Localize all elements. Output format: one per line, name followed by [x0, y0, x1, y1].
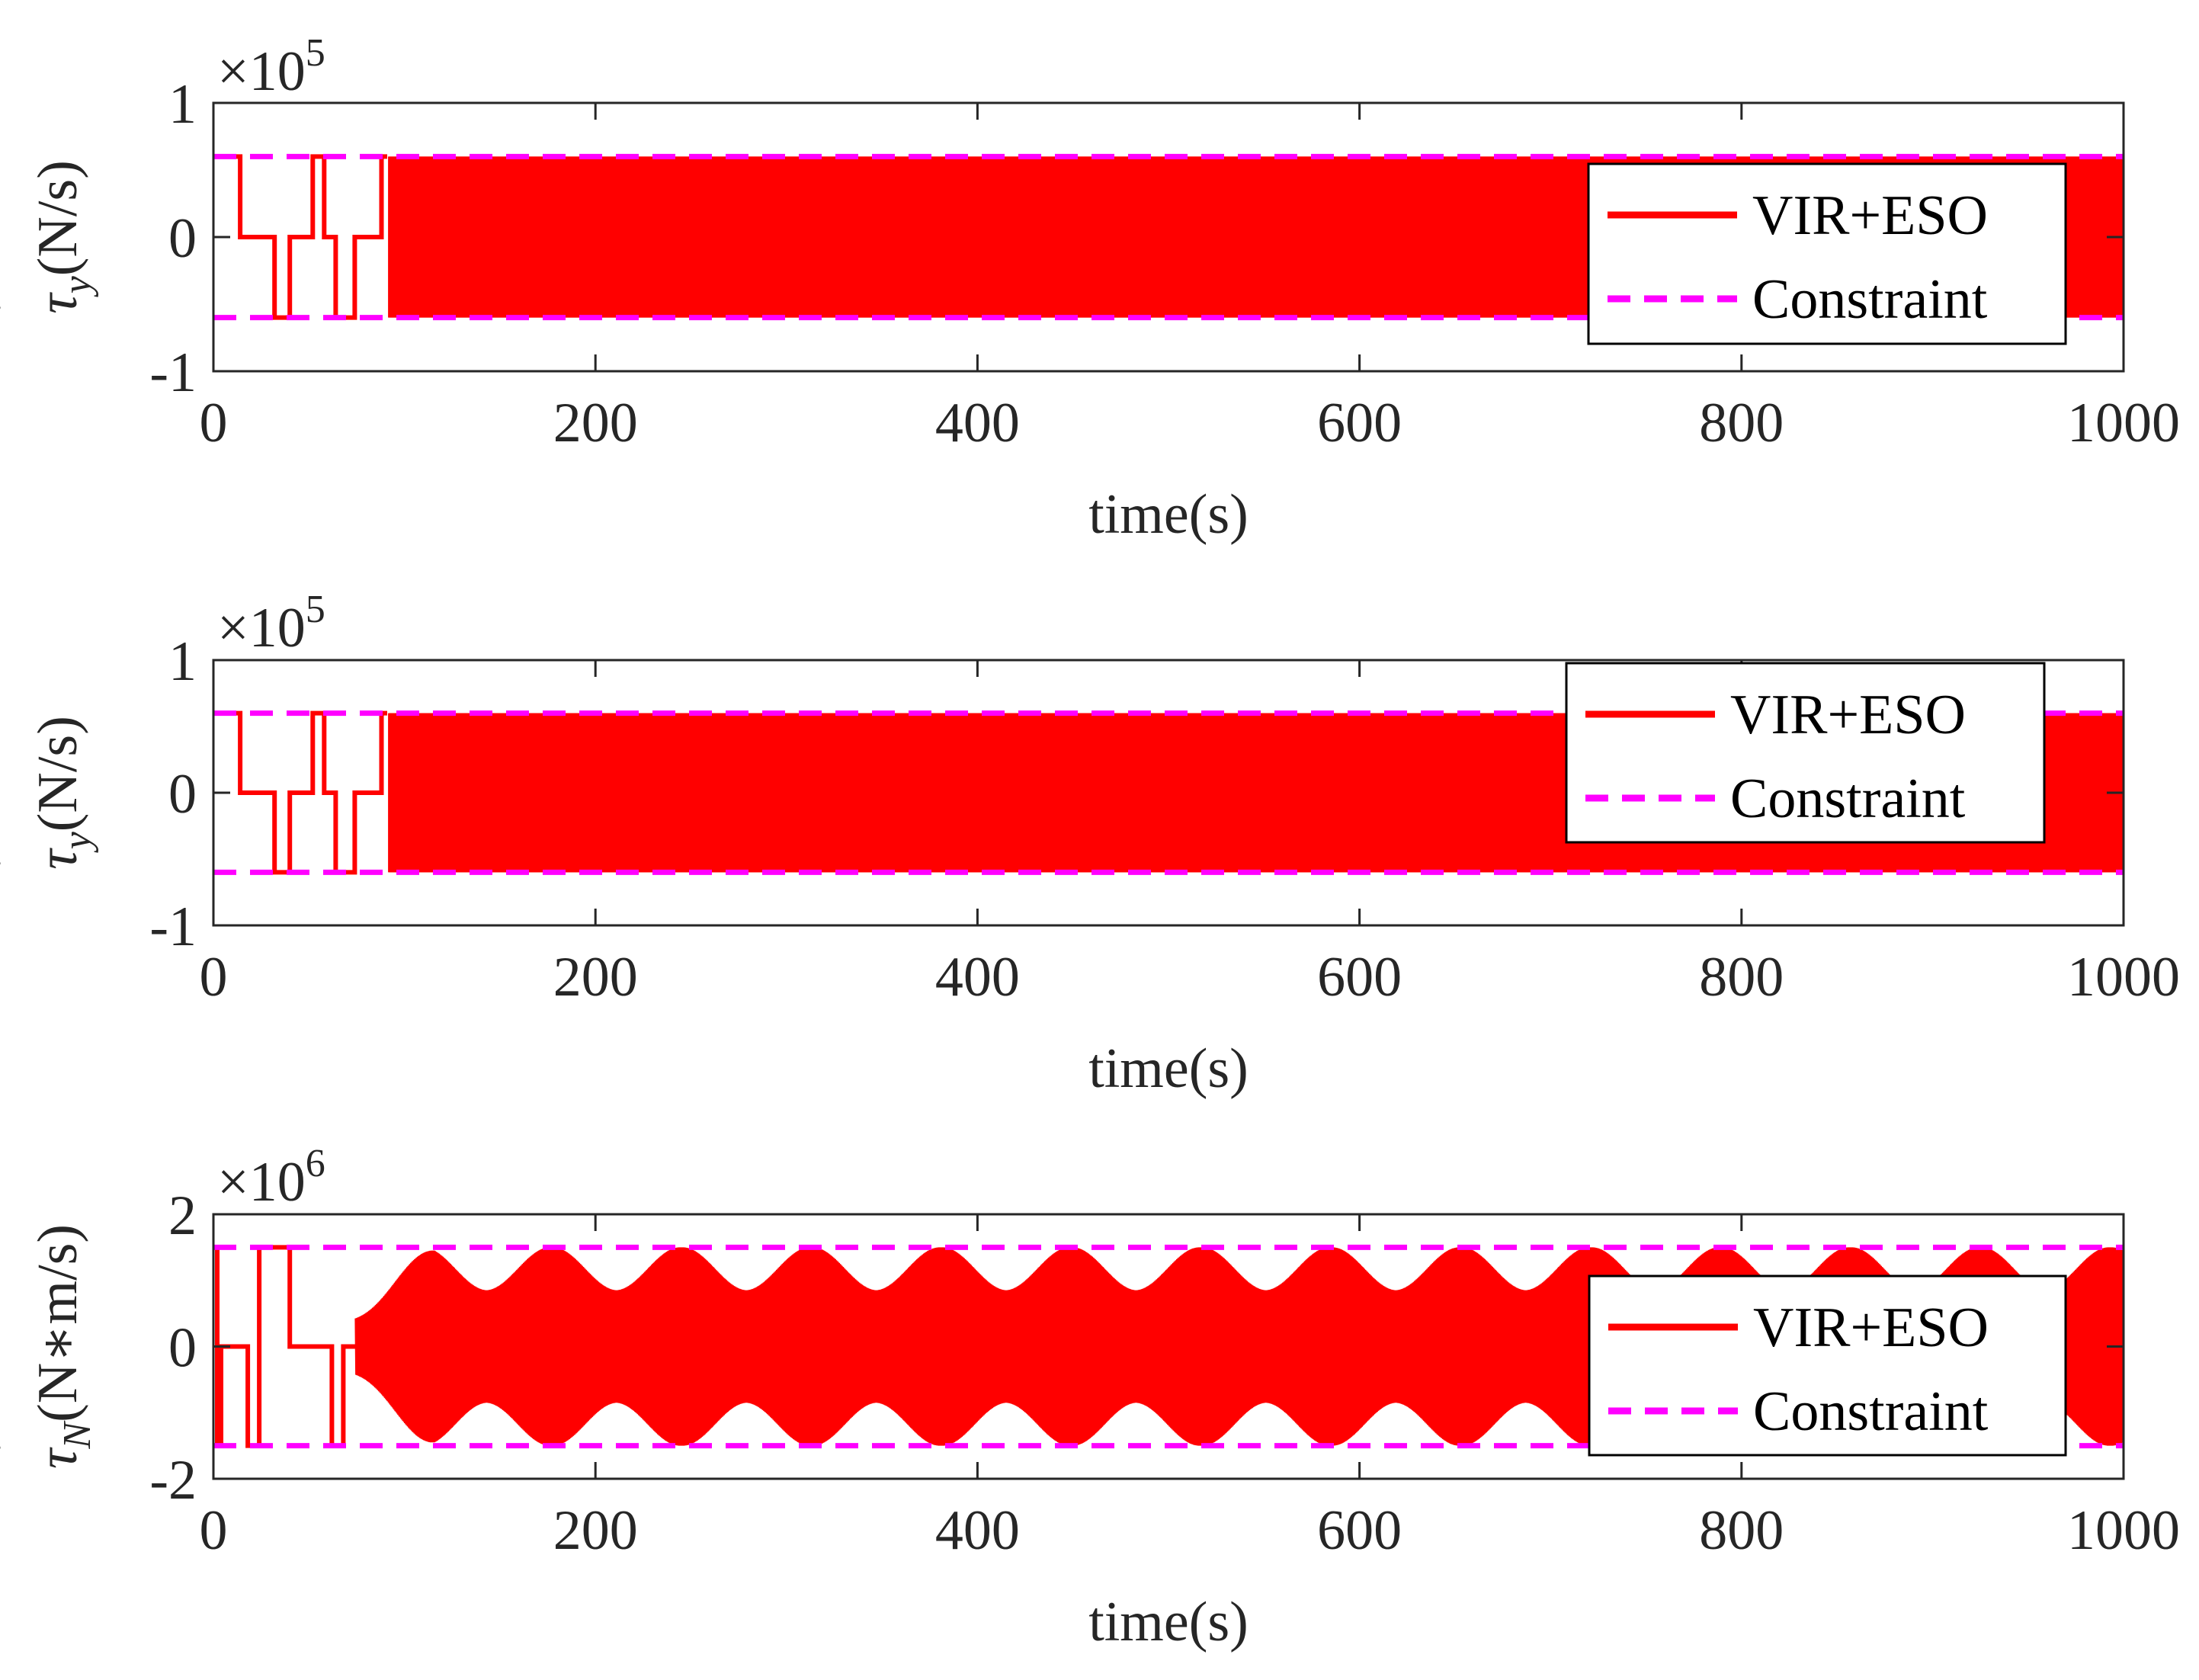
series-vir-eso-startup [213, 154, 387, 320]
legend-label-vir-eso-3: VIR+ESO [1753, 1297, 1989, 1359]
y-tick-label: 2 [168, 1185, 197, 1247]
x-tick-label: 800 [1699, 392, 1784, 454]
x-tick-label: 600 [1317, 946, 1402, 1008]
series-vir-eso-startup [213, 710, 387, 875]
y-axis-label-1: τy(N/s) [27, 160, 99, 314]
exponent-label-3: ×106 [217, 1142, 325, 1214]
x-axis-label-3: time(s) [1088, 1591, 1249, 1653]
x-tick-label: 0 [200, 1499, 228, 1562]
x-tick-label: 800 [1699, 1499, 1784, 1562]
x-tick-label: 1000 [2067, 1499, 2180, 1562]
x-axis-label-1: time(s) [1088, 483, 1249, 546]
x-tick-label: 0 [200, 392, 228, 454]
exponent-label-1: ×105 [217, 31, 325, 103]
legend-label-constraint-3: Constraint [1753, 1380, 1989, 1443]
y-tick-label: -1 [149, 341, 197, 404]
y-axis-label-dot-2: ˙ [0, 854, 45, 873]
x-tick-label: 1000 [2067, 946, 2180, 1008]
y-tick-label: -1 [149, 896, 197, 958]
x-axis-label-2: time(s) [1088, 1037, 1249, 1100]
legend-label-constraint-1: Constraint [1752, 268, 1988, 331]
exponent-label-2: ×105 [217, 588, 325, 659]
legend-box-1 [1587, 162, 2067, 345]
y-axis-label-dot-1: ˙ [0, 298, 45, 317]
x-tick-label: 200 [553, 392, 638, 454]
legend-label-vir-eso-1: VIR+ESO [1752, 184, 1988, 247]
y-tick-label: 1 [168, 630, 197, 693]
x-tick-label: 600 [1317, 1499, 1402, 1562]
y-tick-label: -2 [149, 1449, 197, 1512]
legend-1: VIR+ESO Constraint [1587, 162, 2067, 345]
x-tick-label: 0 [200, 946, 228, 1008]
y-axis-label-2: τy(N/s) [27, 716, 99, 870]
x-tick-label: 200 [553, 946, 638, 1008]
y-axis-label-dot-3: ˙ [0, 1438, 45, 1457]
x-tick-label: 400 [935, 392, 1020, 454]
legend-label-vir-eso-2: VIR+ESO [1730, 684, 1966, 746]
legend-box-2 [1565, 662, 2046, 844]
y-tick-label: 0 [168, 763, 197, 826]
x-tick-label: 800 [1699, 946, 1784, 1008]
legend-3: VIR+ESO Constraint [1588, 1274, 2067, 1457]
x-tick-label: 600 [1317, 392, 1402, 454]
x-tick-label: 400 [935, 946, 1020, 1008]
legend-box-3 [1588, 1274, 2067, 1457]
y-tick-label: 0 [168, 1317, 197, 1380]
x-tick-label: 400 [935, 1499, 1020, 1562]
legend-label-constraint-2: Constraint [1730, 768, 1966, 830]
x-tick-label: 1000 [2067, 392, 2180, 454]
y-tick-label: 0 [168, 207, 197, 270]
y-axis-label-3: τN(N∗m/s) [27, 1224, 99, 1469]
legend-2: VIR+ESO Constraint [1565, 662, 2046, 844]
x-tick-label: 200 [553, 1499, 638, 1562]
y-tick-label: 1 [168, 73, 197, 136]
